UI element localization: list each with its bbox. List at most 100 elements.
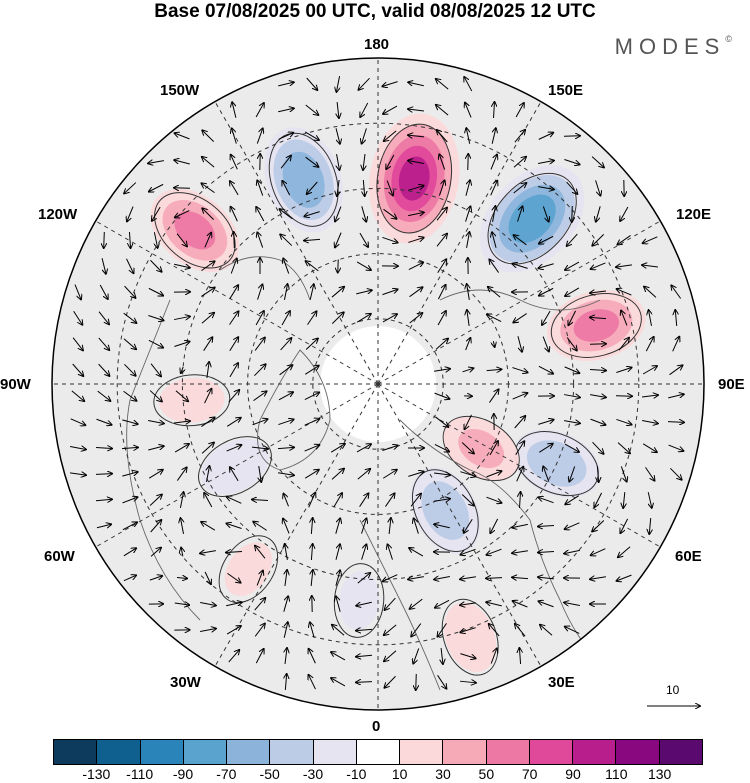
wind-arrow [98, 311, 109, 325]
wind-arrow [436, 208, 447, 221]
wind-arrow [538, 525, 555, 526]
wind-arrow [437, 130, 448, 143]
wind-arrow [202, 208, 215, 221]
wind-arrow [70, 418, 86, 425]
wind-arrow [490, 181, 498, 196]
modes-logo: MODES© [615, 34, 732, 60]
wind-arrow [569, 466, 576, 481]
wind-arrow [595, 180, 601, 195]
colorbar-tick-label: 90 [565, 766, 581, 782]
wind-arrow [72, 337, 83, 351]
wind-arrow [285, 544, 288, 560]
coastline-europe [359, 519, 441, 691]
wind-arrow [564, 159, 579, 165]
wind-arrow [382, 314, 397, 323]
wind-arrow [597, 465, 598, 482]
wind-arrow [229, 337, 238, 352]
wind-arrow [229, 311, 239, 325]
wind-arrow [180, 518, 183, 534]
cell-anomaly-0-negative-level-1 [338, 571, 380, 630]
wind-arrow [176, 467, 186, 481]
wind-arrow [337, 180, 339, 196]
wind-arrow [434, 392, 450, 399]
wind-arrow [337, 154, 340, 170]
wind-arrow [148, 315, 163, 321]
colorbar-ticks: -130 -110 -90 -70 -50 -30 -10 10 30 50 70 90 110 130 [53, 766, 703, 783]
wind-arrow [281, 311, 290, 326]
wind-arrow [408, 577, 424, 580]
wind-arrow [330, 444, 345, 453]
wind-arrow [512, 577, 529, 578]
meridian-210 [214, 101, 379, 385]
wind-arrow [176, 233, 187, 247]
wind-arrow [434, 473, 450, 475]
colorbar-segment [529, 740, 574, 764]
wind-arrow [542, 336, 549, 352]
wind-arrow [620, 466, 626, 481]
wind-arrow [564, 395, 580, 398]
wind-arrow [174, 263, 190, 268]
wind-arrow [434, 524, 450, 528]
wind-arrow [361, 544, 367, 560]
wind-arrow [590, 418, 606, 425]
wind-arrow [311, 544, 312, 561]
wind-arrow [382, 236, 397, 242]
wind-arrow [227, 497, 242, 504]
wind-arrow [309, 649, 316, 664]
wind-arrow [512, 367, 527, 373]
wind-arrow [307, 311, 317, 325]
wind-arrow [337, 101, 339, 118]
cell-anomaly-20e-positive-streamline [441, 598, 499, 676]
wind-arrow [435, 339, 448, 350]
logo-text: MODES [614, 34, 726, 59]
wind-arrow [408, 262, 423, 271]
wind-arrow [126, 258, 134, 273]
latitude-circle-30n [116, 122, 640, 646]
wind-arrow [154, 232, 157, 248]
wind-arrow [461, 494, 474, 506]
wind-arrow [285, 674, 286, 691]
wind-arrow [642, 265, 659, 267]
wind-arrow [517, 206, 523, 222]
wind-arrow [542, 206, 548, 221]
meridian-150 [377, 101, 542, 385]
wind-arrow [356, 261, 371, 270]
wind-arrow [202, 157, 215, 168]
wind-arrow [538, 187, 554, 190]
wind-arrow [335, 232, 342, 248]
wind-arrow [70, 447, 86, 450]
wind-arrow [489, 441, 498, 456]
wind-arrow [464, 77, 473, 92]
cell-anomaly-20e-positive-level-1 [444, 602, 497, 672]
wind-arrow [565, 261, 580, 270]
wind-arrow [305, 156, 319, 167]
wind-arrow [331, 287, 344, 298]
wind-arrow [617, 574, 632, 581]
wind-arrow [150, 259, 161, 272]
wind-arrow [408, 238, 423, 243]
wind-arrow [383, 105, 398, 114]
wind-arrow [99, 284, 108, 299]
wind-arrow [459, 681, 476, 683]
wind-arrow [331, 312, 343, 324]
wind-arrow [231, 155, 238, 170]
wind-arrow [409, 287, 423, 298]
wind-arrow [512, 393, 528, 400]
wind-arrow [465, 206, 471, 222]
vector-scale-label: 10 [666, 683, 680, 697]
wind-arrow [512, 264, 528, 269]
colorbar-tick-label: 10 [391, 766, 408, 782]
wind-arrow [384, 650, 397, 662]
wind-arrow [278, 392, 293, 401]
wind-arrow [363, 153, 365, 170]
cell-anomaly-105e-positive-streamline [550, 293, 642, 358]
wind-arrow [462, 368, 474, 372]
wind-arrow [304, 239, 321, 240]
wind-arrow [304, 419, 320, 426]
wind-arrow [408, 186, 423, 191]
wind-arrow [649, 310, 652, 326]
wind-arrow [356, 629, 373, 630]
wind-arrow [278, 419, 293, 426]
wind-arrow [174, 316, 190, 319]
wind-arrow [331, 678, 346, 687]
